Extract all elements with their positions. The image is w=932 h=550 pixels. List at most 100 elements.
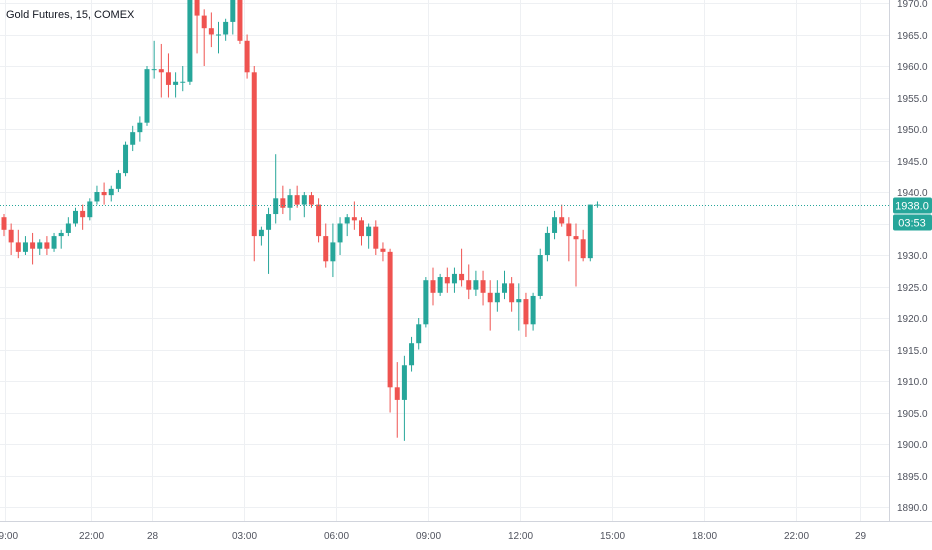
candle-body xyxy=(444,277,450,284)
price-tick-label: 1965.0 xyxy=(897,31,928,42)
candle-body xyxy=(394,387,400,400)
candle-body xyxy=(459,273,465,281)
price-tick-label: 1945.0 xyxy=(897,157,928,168)
candle-body xyxy=(180,81,186,83)
candle-body xyxy=(359,220,364,237)
price-tick-label: 1900.0 xyxy=(897,440,928,451)
candle-body xyxy=(487,292,493,303)
candle-body xyxy=(165,72,171,85)
candle-body xyxy=(201,15,207,29)
candle-body xyxy=(251,72,257,237)
candle-body xyxy=(423,280,429,325)
price-tick-label: 1925.0 xyxy=(897,283,928,294)
candle-body xyxy=(308,195,314,205)
candle-body xyxy=(216,34,221,36)
grid xyxy=(0,0,889,521)
candles xyxy=(1,0,600,441)
price-tick-label: 1970.0 xyxy=(897,0,928,10)
countdown-badge-bg xyxy=(893,214,932,231)
price-tick-label: 1940.0 xyxy=(897,188,928,199)
time-tick-label: 28 xyxy=(147,531,159,542)
time-tick-label: 03:00 xyxy=(232,531,257,542)
candle-body xyxy=(151,69,157,71)
time-tick-label: 15:00 xyxy=(600,531,625,542)
candle-body xyxy=(258,229,264,237)
candle-body xyxy=(323,236,329,262)
time-tick-label: 09:00 xyxy=(416,531,441,542)
candle-body xyxy=(123,144,129,174)
price-tick-label: 1905.0 xyxy=(897,409,928,420)
candle-body xyxy=(15,242,21,252)
candle-body xyxy=(301,195,307,205)
candle-body xyxy=(37,242,43,249)
candle-body xyxy=(401,365,407,400)
candle-body xyxy=(473,280,479,290)
candle-body xyxy=(316,204,322,237)
candle-body xyxy=(416,324,422,344)
candle-body xyxy=(30,242,36,249)
candle-body xyxy=(580,239,586,259)
last-price-badge: 1938.0 03:53 xyxy=(893,197,932,231)
chart-title: Gold Futures, 15, COMEX xyxy=(6,9,135,21)
time-axis[interactable]: 19:00 22:00 28 03:00 06:00 09:00 12:00 15:00 18:… xyxy=(0,531,866,542)
price-axis[interactable]: 1890.0 1895.0 1900.0 1905.0 1910.0 1915.0 1920… xyxy=(897,0,928,514)
price-tick-label: 1910.0 xyxy=(897,377,928,388)
time-tick-label: 22:00 xyxy=(79,531,104,542)
candle-body xyxy=(337,223,343,243)
candle-body xyxy=(380,248,386,252)
time-tick-label: 19:00 xyxy=(0,531,18,542)
candle-body xyxy=(552,217,558,233)
candle-body xyxy=(373,226,379,249)
candle-body xyxy=(1,217,7,230)
candle-body xyxy=(480,280,486,293)
candle-body xyxy=(144,69,150,123)
candle-body xyxy=(287,195,293,208)
candle-body xyxy=(537,255,543,296)
candle-body xyxy=(94,192,100,202)
candle-body xyxy=(130,132,136,145)
candle-body xyxy=(330,242,336,262)
price-tick-label: 1950.0 xyxy=(897,125,928,136)
time-tick-label: 12:00 xyxy=(508,531,533,542)
candle-body xyxy=(530,295,536,325)
candle-body xyxy=(44,242,50,249)
candle-body xyxy=(294,195,300,205)
candle-body xyxy=(194,0,200,16)
candle-body xyxy=(430,280,436,293)
candle-body xyxy=(502,283,507,293)
candle-body xyxy=(509,283,515,303)
candle-body xyxy=(516,299,522,303)
candle-body xyxy=(451,273,457,284)
candle-body xyxy=(523,299,529,325)
candle-body xyxy=(108,188,114,196)
candle-body xyxy=(587,204,593,259)
candle-body xyxy=(223,21,229,35)
candle-body xyxy=(387,251,393,388)
price-tick-label: 1930.0 xyxy=(897,251,928,262)
price-tick-label: 1915.0 xyxy=(897,346,928,357)
bar-countdown: 03:53 xyxy=(898,218,926,230)
candle-body xyxy=(22,242,28,252)
candle-body xyxy=(366,226,372,237)
candle-body xyxy=(173,81,179,85)
candle-body xyxy=(409,343,415,366)
time-tick-label: 18:00 xyxy=(692,531,717,542)
candle-body xyxy=(280,198,286,208)
candle-body xyxy=(158,69,164,73)
candle-body xyxy=(244,40,250,73)
candle-body xyxy=(73,210,78,224)
time-tick-label: 06:00 xyxy=(324,531,349,542)
candle-body xyxy=(466,280,472,290)
time-tick-label: 29 xyxy=(855,531,867,542)
candle-body xyxy=(115,173,121,189)
candle-body xyxy=(80,210,86,218)
candle-body xyxy=(266,214,272,230)
time-tick-label: 22:00 xyxy=(784,531,809,542)
candle-body xyxy=(573,236,579,240)
price-tick-label: 1955.0 xyxy=(897,94,928,105)
candle-body xyxy=(58,232,64,237)
candle-body xyxy=(51,236,57,249)
last-price-badge-bg xyxy=(893,197,932,214)
